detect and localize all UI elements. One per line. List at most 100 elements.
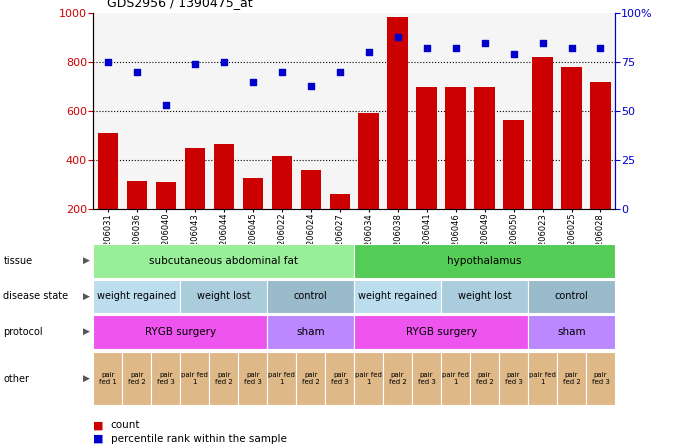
Text: sham: sham bbox=[296, 327, 325, 337]
Text: pair fed
1: pair fed 1 bbox=[268, 372, 295, 385]
Point bbox=[247, 78, 258, 85]
Text: control: control bbox=[294, 291, 328, 301]
Text: disease state: disease state bbox=[3, 291, 68, 301]
Text: pair
fed 2: pair fed 2 bbox=[128, 372, 146, 385]
Text: weight lost: weight lost bbox=[457, 291, 511, 301]
Text: pair
fed 2: pair fed 2 bbox=[215, 372, 233, 385]
Point bbox=[566, 45, 577, 52]
Bar bbox=[151, 352, 180, 405]
Point bbox=[218, 59, 229, 66]
Point bbox=[276, 68, 287, 75]
Text: control: control bbox=[555, 291, 589, 301]
Bar bbox=[214, 144, 234, 209]
Point bbox=[305, 82, 316, 89]
Bar bbox=[532, 57, 553, 209]
Bar bbox=[272, 156, 292, 209]
Bar bbox=[561, 67, 582, 209]
Bar bbox=[296, 352, 325, 405]
Bar bbox=[238, 352, 267, 405]
Text: ■: ■ bbox=[93, 434, 107, 444]
Text: pair
fed 1: pair fed 1 bbox=[99, 372, 117, 385]
Bar bbox=[330, 194, 350, 209]
Bar bbox=[354, 352, 383, 405]
Bar bbox=[180, 280, 267, 313]
Bar bbox=[122, 352, 151, 405]
Text: ▶: ▶ bbox=[83, 256, 90, 266]
Point bbox=[189, 60, 200, 67]
Text: pair fed
1: pair fed 1 bbox=[529, 372, 556, 385]
Bar bbox=[417, 87, 437, 209]
Text: pair
fed 3: pair fed 3 bbox=[417, 372, 435, 385]
Bar bbox=[441, 352, 470, 405]
Point bbox=[508, 51, 519, 58]
Bar bbox=[586, 352, 615, 405]
Text: ■: ■ bbox=[93, 420, 107, 430]
Text: GDS2956 / 1390475_at: GDS2956 / 1390475_at bbox=[107, 0, 253, 9]
Text: pair
fed 3: pair fed 3 bbox=[244, 372, 262, 385]
Point bbox=[102, 59, 113, 66]
Text: weight regained: weight regained bbox=[97, 291, 176, 301]
Bar bbox=[388, 17, 408, 209]
Bar bbox=[590, 82, 611, 209]
Text: other: other bbox=[3, 373, 30, 384]
Bar bbox=[412, 352, 441, 405]
Text: count: count bbox=[111, 420, 140, 430]
Text: ▶: ▶ bbox=[83, 374, 90, 383]
Bar bbox=[354, 280, 441, 313]
Text: percentile rank within the sample: percentile rank within the sample bbox=[111, 434, 287, 444]
Bar bbox=[557, 352, 586, 405]
Text: pair
fed 2: pair fed 2 bbox=[302, 372, 319, 385]
Bar bbox=[470, 352, 499, 405]
Text: sham: sham bbox=[557, 327, 586, 337]
Bar bbox=[184, 147, 205, 209]
Point bbox=[450, 45, 461, 52]
Bar bbox=[267, 280, 354, 313]
Bar bbox=[243, 178, 263, 209]
Bar bbox=[499, 352, 528, 405]
Text: ▶: ▶ bbox=[83, 292, 90, 301]
Bar bbox=[446, 87, 466, 209]
Text: pair
fed 3: pair fed 3 bbox=[591, 372, 609, 385]
Text: pair
fed 3: pair fed 3 bbox=[504, 372, 522, 385]
Text: pair
fed 3: pair fed 3 bbox=[157, 372, 175, 385]
Text: RYGB surgery: RYGB surgery bbox=[406, 327, 477, 337]
Bar bbox=[325, 352, 354, 405]
Bar bbox=[93, 315, 267, 349]
Bar bbox=[155, 182, 176, 209]
Text: pair fed
1: pair fed 1 bbox=[355, 372, 382, 385]
Bar bbox=[180, 352, 209, 405]
Point bbox=[363, 49, 374, 56]
Text: pair
fed 2: pair fed 2 bbox=[475, 372, 493, 385]
Bar bbox=[359, 114, 379, 209]
Bar bbox=[301, 170, 321, 209]
Text: tissue: tissue bbox=[3, 256, 32, 266]
Bar bbox=[267, 352, 296, 405]
Point bbox=[334, 68, 346, 75]
Text: RYGB surgery: RYGB surgery bbox=[144, 327, 216, 337]
Text: pair
fed 2: pair fed 2 bbox=[562, 372, 580, 385]
Point bbox=[421, 45, 432, 52]
Bar bbox=[267, 315, 354, 349]
Text: pair
fed 3: pair fed 3 bbox=[331, 372, 348, 385]
Bar bbox=[528, 280, 615, 313]
Bar bbox=[126, 181, 147, 209]
Text: pair fed
1: pair fed 1 bbox=[181, 372, 208, 385]
Bar bbox=[93, 280, 180, 313]
Bar bbox=[441, 280, 528, 313]
Point bbox=[160, 102, 171, 109]
Point bbox=[537, 39, 548, 46]
Point bbox=[131, 68, 142, 75]
Bar bbox=[528, 352, 557, 405]
Text: subcutaneous abdominal fat: subcutaneous abdominal fat bbox=[149, 256, 299, 266]
Text: protocol: protocol bbox=[3, 327, 43, 337]
Bar bbox=[354, 244, 615, 278]
Text: weight lost: weight lost bbox=[197, 291, 251, 301]
Text: ▶: ▶ bbox=[83, 327, 90, 337]
Point bbox=[595, 45, 606, 52]
Text: pair fed
1: pair fed 1 bbox=[442, 372, 469, 385]
Bar bbox=[93, 244, 354, 278]
Bar bbox=[475, 87, 495, 209]
Bar bbox=[504, 119, 524, 209]
Text: pair
fed 2: pair fed 2 bbox=[389, 372, 406, 385]
Text: weight regained: weight regained bbox=[358, 291, 437, 301]
